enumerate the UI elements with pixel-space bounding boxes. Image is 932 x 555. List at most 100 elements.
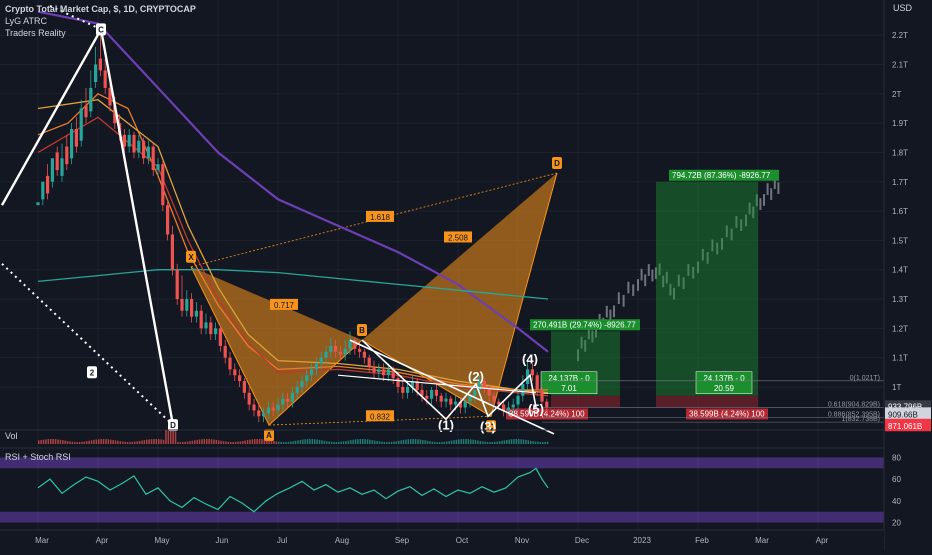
projection-candle: [580, 336, 583, 349]
candle-body: [266, 407, 270, 414]
volume-bar: [539, 441, 542, 444]
harmonic-point-box: [486, 420, 496, 433]
volume-bar: [518, 439, 520, 444]
candle-body: [358, 348, 362, 352]
volume-bar: [302, 439, 304, 444]
projection-candle: [770, 188, 773, 200]
volume-bar: [47, 439, 50, 444]
candle-body: [468, 395, 472, 402]
volume-bar: [443, 441, 446, 444]
volume-bar: [107, 439, 110, 444]
wave-count-box: [87, 366, 97, 379]
wave-channel-mid: [337, 374, 537, 394]
indicator-lyg-atrc[interactable]: LyG ATRC: [5, 16, 48, 26]
position-stop-tag: [686, 408, 768, 420]
volume-bar: [246, 440, 249, 444]
volume-bar: [225, 441, 227, 444]
volume-bar: [316, 439, 318, 444]
volume-bar: [544, 441, 546, 444]
candle-body: [166, 205, 170, 235]
volume-bar: [438, 441, 441, 444]
volume-bar: [364, 439, 366, 444]
candle-body: [492, 395, 496, 402]
harmonic-ac-line: [268, 415, 492, 426]
volume-bar: [57, 439, 59, 444]
candle-body: [36, 202, 40, 206]
volume-bar: [251, 439, 254, 444]
fib-level-label: 1(832.738B): [841, 416, 880, 423]
candle-body: [430, 389, 434, 399]
rsi-axis-tick: 20: [892, 519, 901, 528]
projection-candle: [591, 330, 594, 343]
volume-bar: [93, 439, 95, 444]
candle-body: [190, 299, 194, 317]
candle-body: [391, 369, 395, 379]
candle-body: [252, 404, 256, 411]
volume-bar: [263, 439, 266, 444]
projection-candle: [711, 239, 714, 252]
wave-point-box: [96, 23, 106, 36]
volume-bar: [273, 441, 275, 444]
harmonic-ratio-label: 0.717: [274, 301, 295, 310]
candle-body: [113, 105, 117, 124]
volume-bar: [167, 430, 170, 444]
rsi-pane-label[interactable]: RSI + Stoch RSI: [5, 452, 71, 462]
volume-bar: [234, 441, 237, 444]
volume-bar: [194, 440, 196, 444]
volume-bar: [275, 441, 278, 444]
volume-bar: [40, 440, 42, 444]
position-profit-tag: [669, 169, 779, 181]
candle-body: [204, 322, 208, 329]
time-axis-label: Nov: [515, 536, 529, 545]
volume-bar: [76, 441, 78, 444]
volume-bar: [354, 439, 357, 444]
wave-line-big: [0, 25, 175, 426]
harmonic-point-label: X: [188, 253, 194, 262]
candle-body: [382, 369, 386, 376]
volume-bar: [467, 439, 470, 444]
volume-bar: [148, 439, 150, 444]
candle-body: [242, 381, 246, 393]
volume-bar: [124, 441, 126, 444]
volume-bar: [117, 440, 119, 444]
volume-bar: [306, 439, 309, 444]
volume-bar: [102, 439, 105, 444]
volume-bar: [278, 441, 280, 444]
volume-bar: [333, 441, 335, 444]
candle-body: [238, 375, 242, 382]
volume-bar: [501, 440, 503, 444]
moving-average-line: [37, 10, 549, 353]
candle-body: [228, 357, 232, 370]
candle-body: [521, 384, 525, 396]
volume-bar: [222, 441, 225, 444]
candle-body: [300, 381, 304, 387]
volume-bar: [328, 441, 330, 444]
time-axis-label: 2023: [633, 536, 651, 545]
candle-body: [233, 369, 237, 376]
time-axis-label: Feb: [695, 536, 709, 545]
volume-bar: [342, 441, 345, 444]
volume-bar: [446, 441, 448, 444]
price-axis-tick: 2.2T: [892, 31, 908, 40]
candle-body: [286, 398, 290, 402]
volume-bar: [172, 431, 174, 444]
volume-bar: [522, 439, 525, 444]
candle-body: [218, 328, 222, 346]
volume-bar: [81, 441, 83, 444]
volume-bar: [146, 439, 148, 444]
candle-body: [329, 345, 333, 352]
volume-bar: [321, 440, 323, 444]
volume-bar: [153, 439, 155, 444]
projection-candle: [692, 266, 695, 279]
volume-bar: [486, 441, 489, 444]
volume-bar: [105, 439, 107, 444]
projection-candle: [637, 279, 639, 291]
volume-bar: [465, 439, 467, 444]
projection-candle: [773, 177, 776, 190]
elliott-wave-label: (2): [468, 369, 484, 384]
price-axis-tick: 1.8T: [892, 148, 908, 157]
harmonic-point-box: [552, 156, 562, 169]
indicator-traders-reality[interactable]: Traders Reality: [5, 28, 66, 38]
volume-pane-label[interactable]: Vol: [5, 431, 18, 441]
